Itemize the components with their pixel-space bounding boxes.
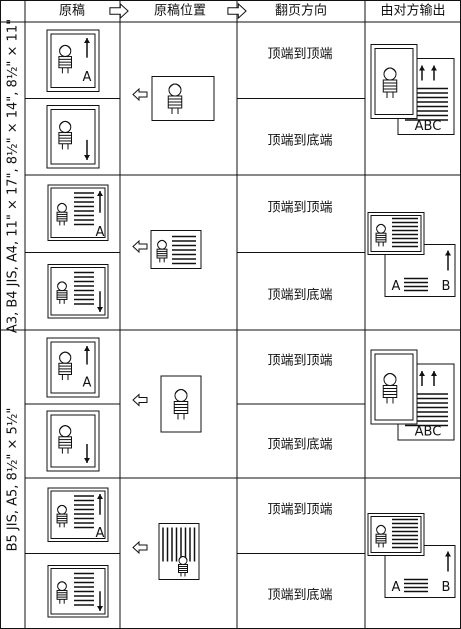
page-letter: A — [96, 225, 105, 240]
arrow-head — [445, 551, 451, 557]
direction-label: 顶端到底端 — [267, 132, 332, 148]
arrow-head — [419, 371, 425, 376]
figure-hair — [376, 223, 386, 228]
figure-hair — [59, 351, 72, 357]
arrow-head — [84, 346, 90, 351]
arrow-head — [97, 494, 103, 499]
figure-hair — [57, 202, 67, 208]
arrow-icon — [132, 393, 148, 407]
figure-hair — [174, 389, 188, 395]
figure-hair — [383, 67, 397, 73]
position-page — [151, 76, 215, 121]
page-letter: A — [83, 376, 92, 391]
arrow-icon — [132, 540, 148, 555]
header-cell: 翻页方向 — [275, 3, 327, 19]
arrow-head — [97, 191, 103, 196]
figure-hair — [57, 581, 67, 586]
arrow-head — [84, 155, 90, 160]
output-letters: ABC — [415, 119, 442, 134]
section-label: B5 JIS, A5, 8½" × 5½" — [6, 408, 21, 552]
output-letters: ABC — [415, 425, 442, 440]
figure-hair — [178, 556, 188, 560]
header-cell: 原稿 — [59, 3, 85, 19]
figure-hair — [383, 373, 397, 379]
direction-label: 顶端到顶端 — [267, 47, 332, 62]
page-frame — [50, 414, 96, 468]
direction-label: 顶端到底端 — [267, 587, 332, 603]
figure-hair — [376, 524, 386, 529]
header-cell: 由对方输出 — [380, 3, 445, 19]
output-letters: A — [392, 279, 401, 294]
direction-label: 顶端到顶端 — [267, 502, 332, 517]
figure-hair — [59, 44, 72, 50]
direction-label: 顶端到顶端 — [267, 354, 332, 369]
direction-label: 顶端到底端 — [267, 437, 332, 453]
page-letter: A — [83, 70, 92, 85]
arrow-icon — [109, 2, 129, 20]
direction-label: 顶端到顶端 — [267, 200, 332, 215]
figure-hair — [57, 281, 67, 286]
header-cell: 原稿位置 — [154, 3, 206, 19]
arrow-head — [84, 38, 90, 43]
arrow-head — [97, 307, 103, 312]
arrow-head — [431, 371, 437, 376]
arrow-head — [419, 65, 425, 71]
section-label: A3, B4 JIS, A4, 11" × 17", 8½" × 14", 8½… — [6, 19, 21, 333]
arrow-icon — [227, 2, 247, 20]
figure-hair — [59, 120, 72, 126]
arrow-head — [445, 250, 451, 256]
arrow-icon — [132, 239, 148, 254]
page-letter: A — [96, 526, 105, 541]
figure-hair — [59, 425, 72, 431]
output-letters: B — [442, 580, 451, 595]
figure-hair — [57, 504, 67, 509]
arrow-head — [97, 606, 103, 611]
output-letters: A — [392, 580, 401, 595]
figure-hair — [157, 239, 167, 244]
figure-hair — [168, 83, 182, 89]
output-letters: B — [442, 279, 451, 294]
arrow-head — [431, 65, 437, 71]
direction-label: 顶端到底端 — [267, 287, 332, 303]
arrow-head — [84, 458, 90, 463]
arrow-icon — [132, 87, 148, 102]
